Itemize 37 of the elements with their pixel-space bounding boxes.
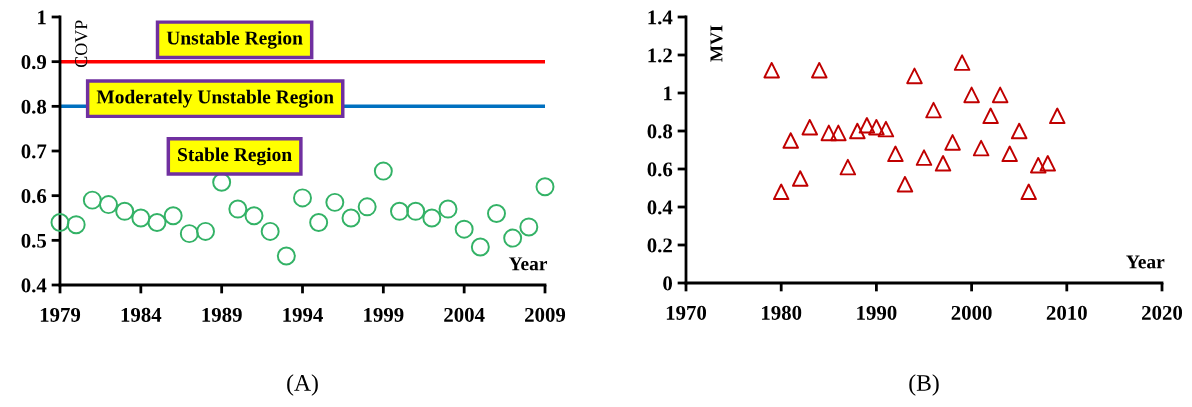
text: (A) (287, 374, 318, 396)
x-tick-label: 1999 (364, 307, 404, 322)
x-tick-label: 2004 (444, 307, 485, 322)
y-tick-label: 0.4 (647, 200, 673, 215)
y-tick-label: 0.4 (21, 278, 47, 293)
x-tick-label: 2009 (525, 307, 566, 322)
x-tick-label: 1980 (762, 305, 802, 320)
x-tick-label: 1970 (666, 305, 707, 320)
annotation: Unstable Region (166, 30, 303, 49)
y-tick-label: 0.8 (647, 124, 673, 139)
text: (B) (909, 374, 939, 396)
y-tick-label: 1.2 (648, 48, 672, 63)
x-tick-label: 1989 (202, 307, 242, 322)
y-tick-label: 1 (38, 10, 46, 25)
y-tick-label: 0 (663, 276, 673, 291)
y-axis-title: COVP (75, 20, 88, 68)
y-tick-label: 0.6 (21, 189, 47, 204)
x-tick-label: 2020 (1142, 305, 1183, 320)
y-tick-label: 1.4 (648, 10, 673, 25)
x-tick-label: 1990 (857, 305, 897, 320)
x-tick-label: 1979 (40, 307, 81, 322)
y-tick-label: 1 (664, 86, 672, 101)
x-tick-label: 2000 (951, 305, 992, 320)
x-tick-label: 1994 (283, 307, 323, 322)
x-tick-label: 2010 (1046, 305, 1087, 320)
x-axis-title: Year (1126, 255, 1165, 269)
y-tick-label: 0.8 (21, 99, 47, 114)
x-tick-label: 1984 (121, 307, 162, 322)
y-tick-label: 0.2 (647, 238, 672, 253)
y-tick-label: 0.6 (647, 162, 673, 177)
annotation: Moderately Unstable Region (96, 89, 334, 108)
annotation: Stable Region (178, 147, 292, 166)
y-tick-label: 0.7 (21, 144, 47, 159)
x-axis-title: Year (508, 257, 548, 271)
y-tick-label: 0.9 (21, 55, 47, 70)
y-axis-title: MVI (710, 25, 723, 62)
y-tick-label: 0.5 (21, 233, 47, 248)
